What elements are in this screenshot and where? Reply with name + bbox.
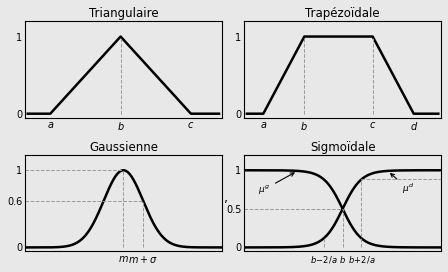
Title: Triangulaire: Triangulaire (89, 7, 158, 20)
Text: $\mu^g$: $\mu^g$ (258, 173, 294, 196)
Title: Trapézoïdale: Trapézoïdale (305, 7, 380, 20)
Title: Sigmoïdale: Sigmoïdale (310, 141, 375, 154)
Text: ,: , (224, 192, 228, 205)
Text: $\mu^d$: $\mu^d$ (391, 174, 414, 196)
Title: Gaussienne: Gaussienne (89, 141, 158, 154)
